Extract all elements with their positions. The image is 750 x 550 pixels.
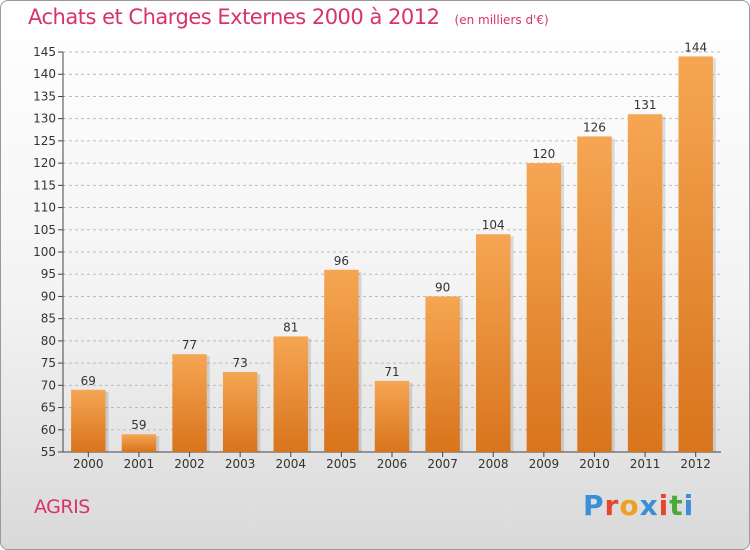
bars xyxy=(71,56,716,452)
bar xyxy=(374,380,410,452)
labels: 55 60 65 70 75 80 85 90 95 100 105 110 115 120 125 130 1… xyxy=(33,40,711,471)
x-tick-label: 2012 xyxy=(680,457,711,471)
brand-letter: i xyxy=(683,489,695,522)
x-tick-label: 2002 xyxy=(174,457,205,471)
x-tick-label: 2009 xyxy=(529,457,560,471)
data-label: 77 xyxy=(182,338,197,352)
brand-letter: P xyxy=(583,489,605,522)
y-tick-label: 110 xyxy=(33,201,56,215)
y-tick-label: 90 xyxy=(41,289,56,303)
bar xyxy=(121,434,157,452)
y-tick-label: 55 xyxy=(41,445,56,459)
y-tick-label: 70 xyxy=(41,378,56,392)
chart-unit: (en milliers d'€) xyxy=(454,13,549,27)
x-tick-label: 2004 xyxy=(275,457,306,471)
data-label: 96 xyxy=(334,254,349,268)
bar xyxy=(172,354,207,452)
x-tick-label: 2001 xyxy=(124,457,155,471)
bar xyxy=(273,336,308,452)
commune-name: AGRIS xyxy=(34,496,90,518)
y-tick-label: 140 xyxy=(33,67,56,81)
title-line: Achats et Charges Externes 2000 à 2012 (… xyxy=(28,5,549,29)
brand-letter: x xyxy=(639,489,659,522)
y-tick-label: 80 xyxy=(41,334,56,348)
y-tick-label: 85 xyxy=(41,312,56,326)
bar xyxy=(71,389,106,452)
x-tick-label: 2006 xyxy=(377,457,408,471)
bar xyxy=(222,372,258,452)
data-label: 90 xyxy=(435,280,450,294)
y-tick-label: 120 xyxy=(33,156,56,170)
bar xyxy=(476,234,511,452)
data-label: 59 xyxy=(131,418,146,432)
y-tick-label: 135 xyxy=(33,89,56,103)
bar xyxy=(627,114,663,452)
x-tick-label: 2011 xyxy=(630,457,661,471)
chart-title: Achats et Charges Externes 2000 à 2012 xyxy=(28,5,440,29)
bar xyxy=(577,136,612,452)
data-label: 120 xyxy=(532,147,555,161)
y-tick-label: 130 xyxy=(33,112,56,126)
y-tick-label: 60 xyxy=(41,423,56,437)
bar xyxy=(526,163,562,452)
data-label: 131 xyxy=(634,98,657,112)
brand-logo: Proxiti xyxy=(583,489,694,522)
x-tick-label: 2008 xyxy=(478,457,509,471)
brand-letter: o xyxy=(619,489,640,522)
data-label: 69 xyxy=(81,374,96,388)
x-tick-label: 2000 xyxy=(73,457,104,471)
data-label: 81 xyxy=(283,320,298,334)
data-label: 144 xyxy=(684,40,707,54)
y-tick-label: 75 xyxy=(41,356,56,370)
x-tick-label: 2003 xyxy=(225,457,256,471)
x-tick-label: 2007 xyxy=(427,457,458,471)
x-tick-label: 2010 xyxy=(579,457,610,471)
data-label: 126 xyxy=(583,120,606,134)
data-label: 104 xyxy=(482,218,505,232)
brand-letter: t xyxy=(669,489,684,522)
bar xyxy=(425,296,460,452)
y-tick-label: 125 xyxy=(33,134,56,148)
bar xyxy=(324,269,359,452)
data-label: 73 xyxy=(233,356,248,370)
y-tick-label: 105 xyxy=(33,223,56,237)
data-label: 71 xyxy=(384,365,399,379)
y-tick-label: 65 xyxy=(41,401,56,415)
brand-letter: i xyxy=(658,489,670,522)
y-tick-label: 145 xyxy=(33,45,56,59)
brand-letter: r xyxy=(604,489,620,522)
y-tick-label: 95 xyxy=(41,267,56,281)
bar xyxy=(678,56,713,452)
y-tick-label: 115 xyxy=(33,178,56,192)
x-tick-label: 2005 xyxy=(326,457,357,471)
y-tick-label: 100 xyxy=(33,245,56,259)
